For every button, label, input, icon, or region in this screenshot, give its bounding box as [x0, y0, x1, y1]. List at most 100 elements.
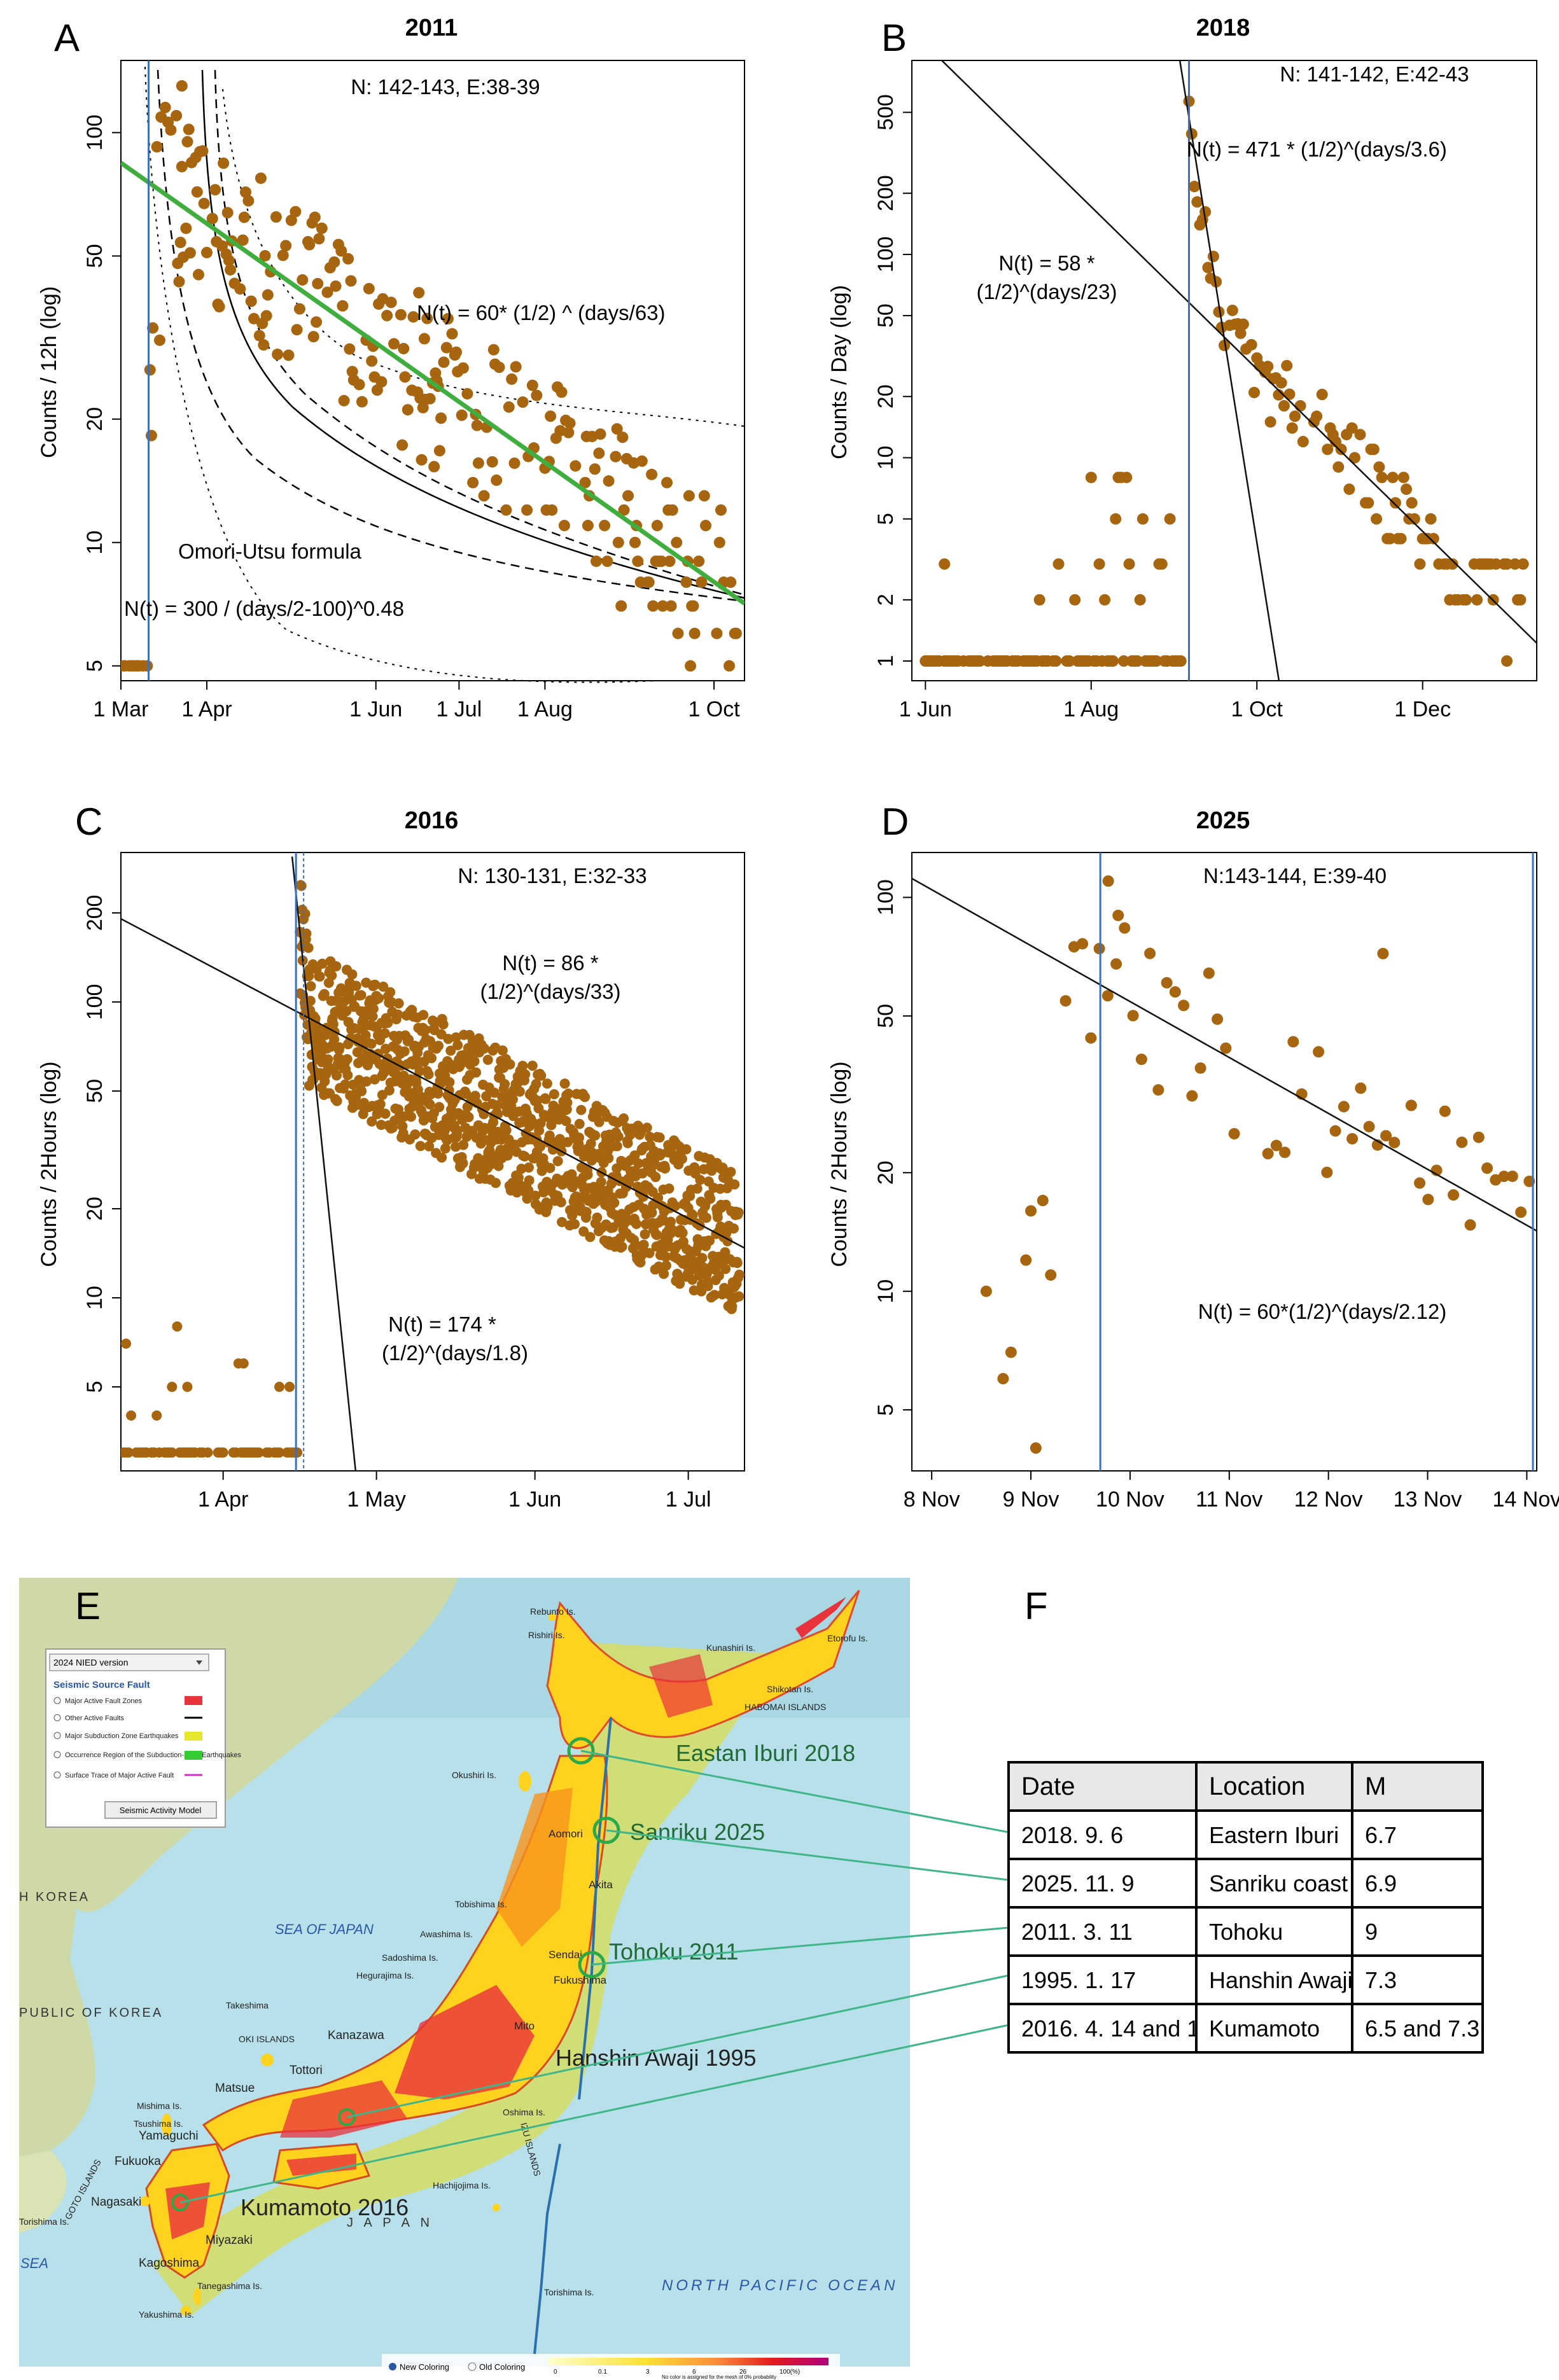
map-label-habomai: HABOMAI ISLANDS — [745, 1702, 826, 1712]
data-point — [416, 454, 428, 466]
data-point — [677, 1227, 688, 1238]
map-island-rishiri — [555, 1627, 565, 1638]
data-point — [709, 1290, 720, 1300]
data-point — [334, 1042, 345, 1053]
legend-radio-3[interactable] — [53, 1732, 61, 1739]
data-point — [424, 1141, 435, 1152]
data-point — [689, 627, 701, 639]
data-point — [665, 600, 677, 612]
data-point — [176, 160, 188, 172]
map-label-rishiri: Rishiri Is. — [528, 1630, 565, 1640]
data-point — [547, 1144, 558, 1155]
data-point — [1481, 1162, 1493, 1174]
legend-radio-1[interactable] — [53, 1697, 61, 1704]
data-point — [646, 468, 658, 480]
x-tick-label: 1 Aug — [517, 697, 573, 721]
data-point — [619, 1113, 629, 1124]
data-point — [238, 211, 250, 223]
map-label-japan: J A P A N — [347, 2216, 433, 2230]
x-tick-label: 1 Apr — [198, 1487, 248, 1512]
seismic-activity-model-button[interactable] — [104, 1801, 217, 1819]
data-point — [599, 520, 611, 532]
data-point — [725, 1167, 736, 1178]
data-point — [461, 387, 473, 400]
data-point — [939, 558, 951, 570]
y-tick-label: 100 — [83, 115, 107, 151]
color-tick-0: 0 — [554, 2369, 557, 2376]
data-point — [592, 1212, 603, 1223]
table-cell — [1195, 1906, 1353, 1957]
table-cell-text: Tohoku — [1209, 1919, 1283, 1945]
data-point — [426, 1053, 437, 1064]
data-point — [601, 555, 613, 567]
data-point — [715, 504, 727, 516]
data-point — [1156, 558, 1168, 570]
panel-c-points — [121, 880, 745, 1458]
data-point — [705, 1193, 716, 1204]
data-point — [1456, 1136, 1468, 1148]
data-point — [1346, 1132, 1359, 1145]
map-label-matsue: Matsue — [215, 2082, 255, 2095]
data-point — [514, 1086, 525, 1097]
data-point — [654, 1132, 665, 1143]
data-point — [126, 1410, 137, 1421]
data-point — [218, 1447, 228, 1458]
data-point — [1237, 318, 1249, 330]
data-point — [1343, 483, 1355, 495]
map-label-takeshima: Takeshima — [226, 2000, 269, 2010]
panel-b-ticks: 1 Jun 1 Aug 1 Oct 1 Dec 1 2 5 10 20 50 100 200 500 — [874, 94, 1451, 721]
data-point — [497, 1045, 508, 1056]
data-point — [331, 961, 342, 971]
map-island-tsushima — [162, 2113, 172, 2136]
seismic-activity-model-label: Seismic Activity Model — [120, 1806, 202, 1815]
y-tick-label: 10 — [83, 1286, 107, 1310]
table-cell — [1351, 1954, 1484, 2005]
data-point — [435, 412, 447, 424]
data-point — [330, 280, 342, 292]
event-label-hanshin: Hanshin Awaji 1995 — [556, 2045, 757, 2071]
panel-a: A 2011 N: 142-143, E:38-39 Counts / 12h … — [37, 15, 745, 721]
data-point — [1161, 977, 1173, 989]
map-label-rebunto: Rebunto Is. — [530, 1606, 576, 1617]
fit-line — [121, 161, 745, 606]
data-point — [546, 504, 558, 516]
data-point — [507, 1094, 518, 1105]
color-option-new-radio[interactable] — [389, 2363, 396, 2370]
map-island-tanegashima — [193, 2288, 201, 2306]
legend-radio-5[interactable] — [53, 1771, 61, 1779]
data-point — [974, 655, 986, 667]
data-point — [666, 504, 678, 516]
data-point — [428, 461, 440, 473]
map-color-bar: New Coloring Old Coloring 0 0.1 3 6 26 1… — [382, 2354, 840, 2380]
data-point — [558, 520, 570, 532]
event-label-iburi: Eastan Iburi 2018 — [676, 1740, 855, 1766]
legend-radio-4[interactable] — [53, 1751, 61, 1758]
data-point — [531, 389, 543, 401]
map-kanto-chubu-hazard — [395, 1985, 535, 2099]
data-point — [683, 490, 695, 502]
data-point — [672, 627, 684, 639]
data-point — [556, 386, 568, 398]
data-point — [283, 349, 295, 361]
data-point — [527, 1061, 538, 1071]
data-point — [1085, 471, 1097, 484]
data-point — [202, 1447, 213, 1458]
panel-c-ticks: 1 Apr 1 May 1 Jun 1 Jul 5 10 20 50 100 200 — [83, 895, 711, 1512]
data-point — [438, 1019, 449, 1030]
table-cell — [1007, 2003, 1198, 2054]
data-point — [632, 555, 644, 567]
map-label-yamaguchi: Yamaguchi — [139, 2129, 199, 2143]
map-legend: 2024 NIED version Seismic Source Fault M… — [45, 1648, 241, 1828]
data-point — [396, 439, 409, 451]
legend-radio-2[interactable] — [53, 1714, 61, 1722]
data-point — [1387, 471, 1399, 484]
data-point — [367, 1011, 378, 1022]
panel-c-fit-label-1b: (1/2)^(days/33) — [480, 980, 621, 1003]
map-version-select[interactable] — [49, 1653, 209, 1671]
data-point — [478, 490, 490, 502]
data-point — [433, 1088, 444, 1099]
data-point — [144, 364, 156, 376]
map-label-pacific: NORTH PACIFIC OCEAN — [662, 2277, 898, 2294]
data-point — [338, 394, 350, 407]
color-option-old-radio[interactable] — [468, 2362, 477, 2371]
